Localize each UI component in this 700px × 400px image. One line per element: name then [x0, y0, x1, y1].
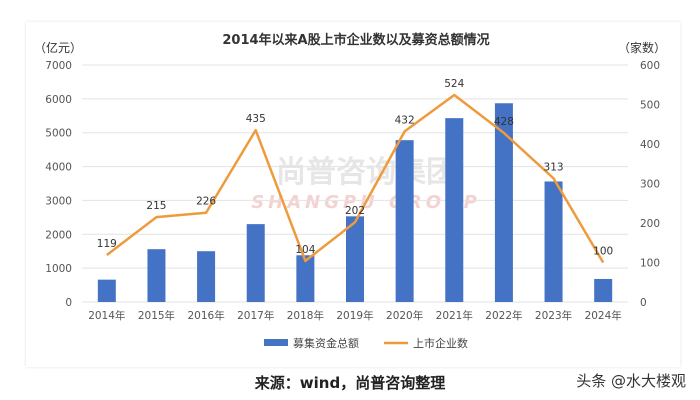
line-data-label: 202: [345, 205, 365, 217]
bar-2022年: [494, 103, 513, 302]
line-path: [106, 93, 605, 264]
y-left-tick-label: 2000: [45, 229, 72, 241]
x-tick-label: 2020年: [386, 309, 423, 322]
x-tick-label: 2016年: [187, 309, 224, 322]
source-caption: 来源：wind，尚普咨询整理: [254, 374, 446, 392]
chart-card: 2014年以来A股上市企业数以及募资总额情况 （亿元） （家数） 尚普咨询集团 …: [26, 22, 680, 367]
x-tick-label: 2024年: [585, 309, 622, 322]
line-data-label: 119: [97, 238, 117, 250]
y-right-tick-label: 100: [640, 258, 660, 270]
bar-2014年: [97, 279, 116, 302]
bar-2018年: [296, 255, 315, 302]
y-left-tick-label: 5000: [45, 128, 72, 140]
y-right-tick-label: 300: [640, 179, 660, 191]
chart-title: 2014年以来A股上市企业数以及募资总额情况: [222, 32, 489, 48]
bar-2023年: [544, 181, 563, 302]
line-data-label: 215: [146, 200, 166, 212]
line-series: [106, 93, 605, 264]
y-left-tick-label: 0: [65, 297, 72, 309]
y-left-tick-labels: 0 1000 2000 3000 4000 5000 6000 7000: [45, 60, 72, 309]
x-tick-label: 2022年: [485, 309, 522, 322]
x-tick-label: 2015年: [138, 309, 175, 322]
y-right-tick-label: 400: [640, 139, 660, 151]
line-data-label: 432: [395, 114, 415, 126]
line-data-label: 100: [593, 246, 613, 258]
line-data-label: 226: [196, 196, 216, 208]
legend-swatch-bar: [264, 339, 288, 346]
bar-2020年: [395, 140, 414, 302]
y-left-tick-label: 3000: [45, 195, 72, 207]
y-left-tick-label: 4000: [45, 162, 72, 174]
bar-2024年: [594, 278, 613, 302]
y-right-tick-label: 500: [640, 100, 660, 112]
watermark-main: 尚普咨询集团: [276, 155, 456, 190]
x-tick-label: 2018年: [287, 309, 324, 322]
y-left-tick-label: 6000: [45, 94, 72, 106]
y-left-unit: （亿元）: [34, 40, 82, 55]
y-right-unit: （家数）: [618, 40, 666, 55]
x-tick-labels: 2014年 2015年 2016年 2017年 2018年 2019年 2020年 2021年…: [88, 309, 622, 322]
bar-2021年: [445, 118, 464, 302]
bar-2016年: [197, 251, 216, 302]
x-tick-label: 2019年: [336, 309, 373, 322]
y-right-tick-label: 600: [640, 60, 660, 72]
line-data-label: 428: [494, 116, 514, 128]
legend-label-bar: 募集资金总额: [293, 336, 359, 350]
y-right-tick-label: 0: [640, 297, 647, 309]
x-tick-label: 2021年: [436, 309, 473, 322]
line-data-label: 104: [295, 244, 315, 256]
x-tick-label: 2017年: [237, 309, 274, 322]
legend-label-line: 上市企业数: [413, 336, 468, 350]
y-left-tick-label: 1000: [45, 263, 72, 275]
line-data-labels: 119 215 226 435 104 202 432 524 428 313 100: [97, 78, 613, 257]
bar-series: [97, 103, 613, 302]
x-tick-label: 2023年: [535, 309, 572, 322]
watermark-sub: SHANGPU GROUP: [251, 192, 481, 213]
bar-2017年: [246, 224, 265, 302]
line-data-label: 435: [246, 113, 266, 125]
bar-2015年: [147, 249, 166, 302]
x-tick-label: 2014年: [88, 309, 125, 322]
bar-2019年: [346, 216, 364, 302]
y-left-tick-label: 7000: [45, 60, 72, 72]
watermark-credit: 头条 @水大楼观: [576, 372, 686, 390]
legend: 募集资金总额 上市企业数: [264, 336, 468, 350]
chart-svg: 2014年以来A股上市企业数以及募资总额情况 （亿元） （家数） 尚普咨询集团 …: [34, 32, 666, 350]
watermark: 尚普咨询集团 SHANGPU GROUP: [251, 155, 481, 213]
y-right-tick-label: 200: [640, 218, 660, 230]
y-right-tick-labels: 0 100 200 300 400 500 600: [640, 60, 660, 309]
line-data-label: 313: [544, 161, 564, 173]
line-data-label: 524: [444, 78, 464, 90]
